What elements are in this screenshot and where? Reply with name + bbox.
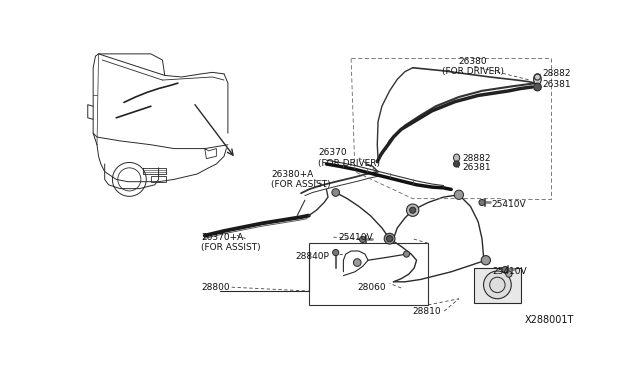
Circle shape xyxy=(454,161,460,167)
Text: 28810: 28810 xyxy=(413,307,442,315)
Circle shape xyxy=(410,207,416,213)
Bar xyxy=(474,268,520,302)
Circle shape xyxy=(502,266,508,273)
Ellipse shape xyxy=(534,74,541,85)
Circle shape xyxy=(534,83,541,91)
Bar xyxy=(151,176,166,182)
Text: 26381: 26381 xyxy=(462,163,491,172)
Ellipse shape xyxy=(454,154,460,162)
Circle shape xyxy=(332,189,340,196)
Circle shape xyxy=(384,233,395,244)
Text: 28800: 28800 xyxy=(201,283,230,292)
Circle shape xyxy=(406,204,419,217)
Text: 25410V: 25410V xyxy=(339,232,373,242)
Text: 28060: 28060 xyxy=(357,283,386,292)
Text: 28882: 28882 xyxy=(462,154,490,163)
Circle shape xyxy=(484,271,511,299)
Text: 26381: 26381 xyxy=(542,80,571,89)
Text: 25410V: 25410V xyxy=(493,266,527,276)
Circle shape xyxy=(353,259,361,266)
Text: 25410V: 25410V xyxy=(492,199,526,209)
Circle shape xyxy=(479,199,485,206)
Circle shape xyxy=(454,190,463,199)
Circle shape xyxy=(387,235,393,242)
Text: 26370
(FOR DRIVER): 26370 (FOR DRIVER) xyxy=(318,148,380,167)
Text: 26380
(FOR DRIVER): 26380 (FOR DRIVER) xyxy=(442,57,504,76)
Text: 26370+A
(FOR ASSIST): 26370+A (FOR ASSIST) xyxy=(201,233,260,252)
Text: 28840P: 28840P xyxy=(295,252,329,261)
Circle shape xyxy=(333,250,339,256)
Circle shape xyxy=(481,256,490,265)
Text: 28882: 28882 xyxy=(542,70,571,78)
Text: X288001T: X288001T xyxy=(525,315,575,325)
Circle shape xyxy=(506,271,512,277)
Text: 26380+A
(FOR ASSIST): 26380+A (FOR ASSIST) xyxy=(271,170,331,189)
Bar xyxy=(308,243,428,305)
Circle shape xyxy=(360,236,365,243)
Circle shape xyxy=(403,251,410,257)
